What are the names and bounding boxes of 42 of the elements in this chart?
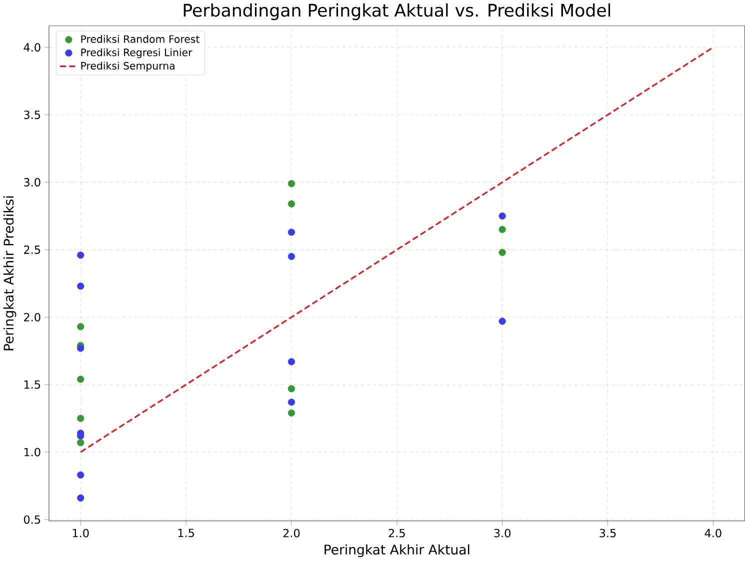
y-tick-label: 4.0 [24,43,40,52]
point [77,439,84,446]
legend-label: Prediksi Sempurna [81,62,174,72]
x-tick-label: 3.5 [600,529,616,538]
point [288,358,296,366]
chart-title: Perbandingan Peringkat Aktual vs. Prediksi Model [184,4,610,20]
x-tick-label: 1.5 [178,529,194,538]
point [77,472,84,479]
y-tick-label: 2.5 [24,246,40,254]
y-tick-label: 3.0 [24,178,40,187]
x-tick-label: 2.5 [388,529,405,538]
y-tick-label: 0.5 [24,516,40,524]
point [288,398,296,406]
point [288,228,296,236]
point [288,385,296,392]
point [77,415,84,422]
point [498,226,506,234]
point [288,410,296,417]
y-axis-title: Peringkat Akhir Prediksi [3,196,16,350]
point [77,323,84,330]
y-tick-label: 3.5 [24,110,40,120]
legend-label: Prediksi Regresi Linier [81,48,192,58]
point [77,282,84,290]
x-tick-label: 2.0 [283,529,300,538]
x-tick-label: 4.0 [704,529,722,538]
point [498,318,506,326]
point [498,249,506,256]
point [77,376,84,384]
y-tick-label: 2.0 [24,313,40,322]
legend-label: Prediksi Random Forest [81,35,200,44]
point [288,180,296,188]
point [77,494,84,502]
y-tick-label: 1.0 [24,448,40,457]
point [77,344,84,352]
x-axis-title: Peringkat Akhir Aktual [324,544,470,558]
point [77,252,84,259]
point [288,253,296,260]
x-tick-label: 3.0 [494,529,510,538]
y-tick-label: 1.5 [24,380,40,390]
point [498,212,506,220]
x-tick-label: 1.0 [72,529,89,538]
point [288,200,296,208]
